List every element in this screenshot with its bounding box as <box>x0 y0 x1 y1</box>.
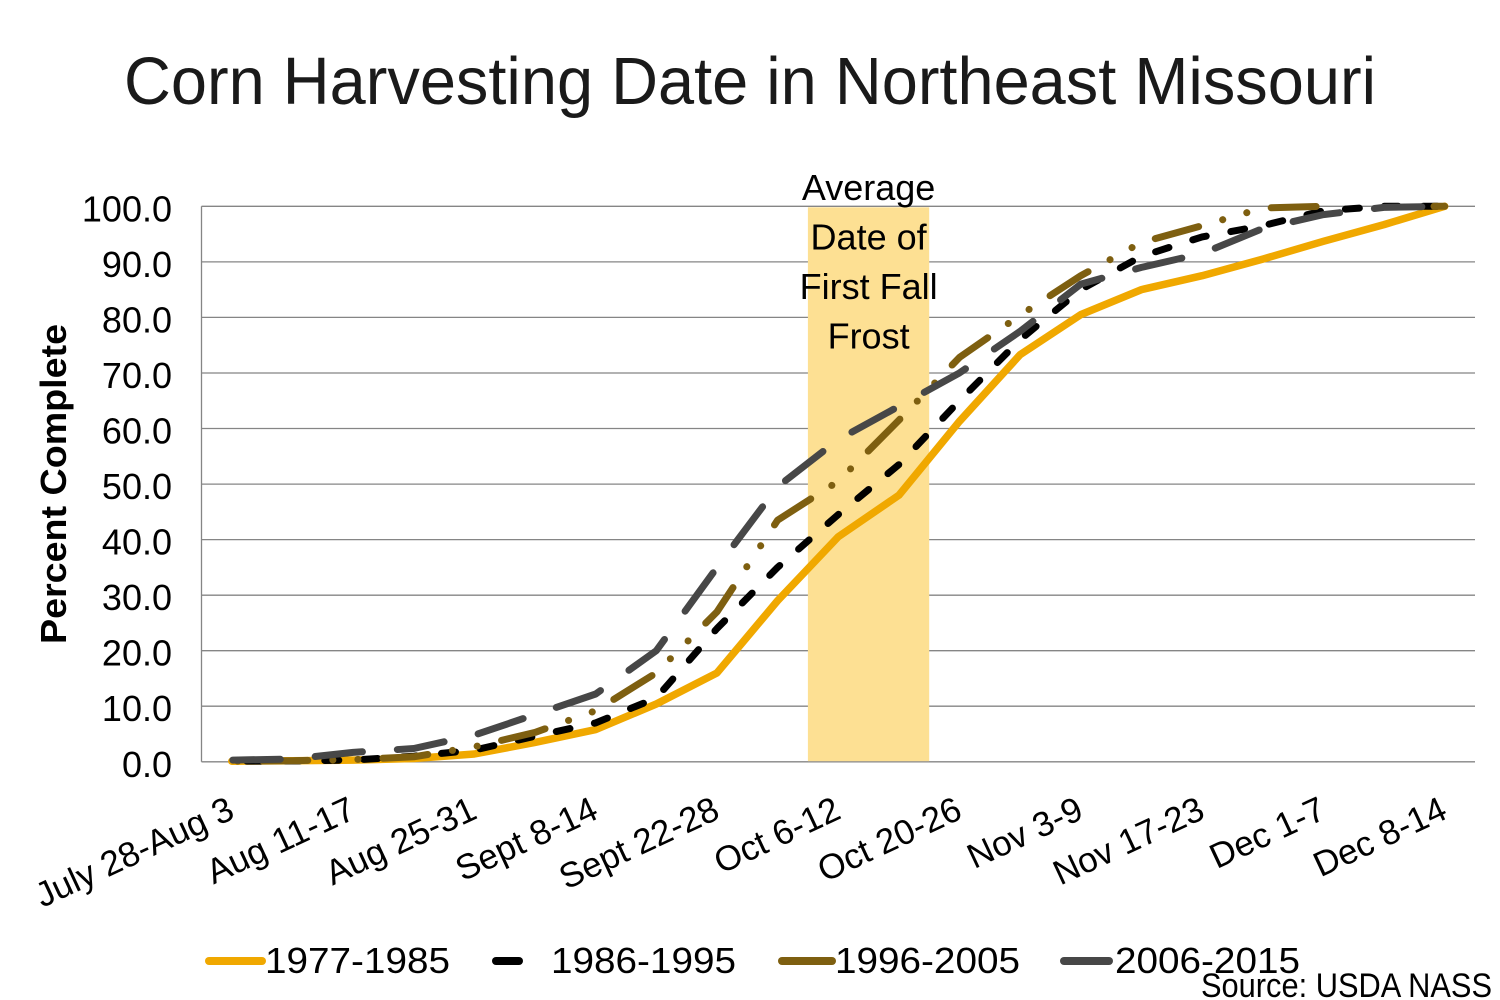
svg-text:Average: Average <box>802 167 935 208</box>
svg-text:1986-1995: 1986-1995 <box>551 940 736 981</box>
svg-text:Corn Harvesting Date in Northe: Corn Harvesting Date in Northeast Missou… <box>124 44 1376 119</box>
svg-text:90.0: 90.0 <box>102 244 172 285</box>
svg-text:70.0: 70.0 <box>102 355 172 396</box>
svg-text:2006-2015: 2006-2015 <box>1115 940 1300 981</box>
svg-text:50.0: 50.0 <box>102 466 172 507</box>
svg-text:1977-1985: 1977-1985 <box>265 940 450 981</box>
svg-text:80.0: 80.0 <box>102 299 172 340</box>
svg-text:60.0: 60.0 <box>102 411 172 452</box>
svg-text:First Fall: First Fall <box>800 266 938 307</box>
svg-text:Source: USDA NASS: Source: USDA NASS <box>1201 967 1492 1000</box>
svg-text:Date of: Date of <box>811 217 928 258</box>
svg-text:10.0: 10.0 <box>102 688 172 729</box>
svg-text:0.0: 0.0 <box>122 744 172 785</box>
svg-text:Percent Complete: Percent Complete <box>33 324 74 644</box>
svg-text:1996-2005: 1996-2005 <box>835 940 1020 981</box>
svg-text:Frost: Frost <box>828 316 910 357</box>
svg-text:30.0: 30.0 <box>102 577 172 618</box>
svg-text:20.0: 20.0 <box>102 633 172 674</box>
svg-text:100.0: 100.0 <box>82 188 172 229</box>
svg-text:40.0: 40.0 <box>102 522 172 563</box>
